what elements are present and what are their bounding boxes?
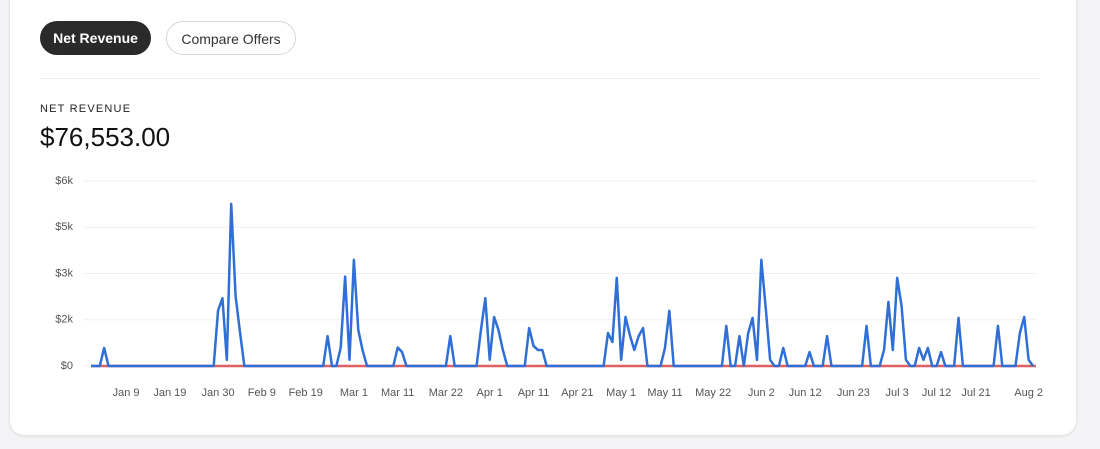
y-tick-label: $6k xyxy=(55,175,73,187)
x-tick-label: Apr 1 xyxy=(477,387,503,399)
x-tick-label: Feb 9 xyxy=(248,387,276,399)
tab-button[interactable]: Compare Offers xyxy=(166,21,296,55)
x-tick-label: Aug 2 xyxy=(1014,387,1043,399)
x-tick-label: May 11 xyxy=(647,387,682,399)
x-tick-label: Jul 3 xyxy=(886,387,909,399)
x-tick-label: May 22 xyxy=(695,387,731,399)
x-tick-label: Jun 23 xyxy=(837,387,870,399)
x-tick-label: Mar 1 xyxy=(340,387,368,399)
card xyxy=(10,0,1076,435)
metric-total: $76,553.00 xyxy=(40,122,171,152)
x-tick-label: Apr 11 xyxy=(518,387,550,399)
x-tick-label: Jan 19 xyxy=(153,387,186,399)
series-line xyxy=(91,202,1035,368)
x-tick-label: Jan 30 xyxy=(202,387,235,399)
y-tick-label: $0 xyxy=(61,360,73,372)
x-tick-label: Jun 12 xyxy=(789,387,822,399)
x-tick-label: Mar 11 xyxy=(381,387,414,399)
y-tick-label: $3k xyxy=(55,267,73,279)
y-tick-label: $5k xyxy=(55,221,73,233)
x-tick-label: May 1 xyxy=(606,387,636,399)
divider xyxy=(40,78,1040,79)
x-tick-label: Jan 9 xyxy=(113,387,140,399)
tab-button[interactable]: Net Revenue xyxy=(40,21,151,55)
y-tick-label: $2k xyxy=(55,314,73,326)
x-tick-label: Feb 19 xyxy=(289,387,323,399)
x-tick-label: Jun 2 xyxy=(748,387,775,399)
x-tick-label: Jul 12 xyxy=(922,387,951,399)
x-tick-label: Jul 21 xyxy=(961,387,990,399)
x-tick-label: Mar 22 xyxy=(429,387,463,399)
metric-label: NET REVENUE xyxy=(40,103,132,115)
x-tick-label: Apr 21 xyxy=(561,387,593,399)
